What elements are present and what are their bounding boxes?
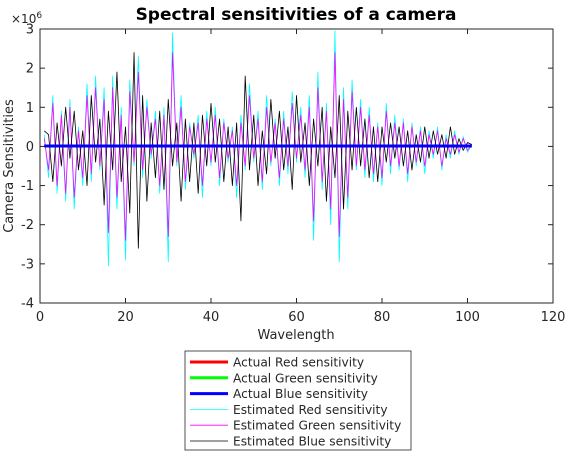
x-tick-label: 60 [288,310,305,325]
y-tick-label: 3 [26,23,34,38]
series-line-5 [43,52,473,241]
legend-label: Estimated Red sensitivity [233,403,388,417]
legend-entry: Estimated Red sensitivity [190,403,388,417]
legend-label: Estimated Green sensitivity [233,419,401,433]
legend-label: Actual Red sensitivity [233,356,364,370]
x-tick-label: 20 [117,310,134,325]
x-axis-ticks: 0 20 40 60 80 100 120 [36,29,566,325]
legend-label: Estimated Blue sensitivity [233,435,391,449]
legend-entry: Actual Green sensitivity [190,371,378,385]
y-exponent-label: ×106 [11,11,42,26]
x-tick-label: 80 [374,310,391,325]
legend-box [184,350,412,451]
y-exponent-power: 6 [36,11,42,21]
y-tick-label: -4 [21,297,34,312]
y-tick-label: 0 [26,140,34,155]
plot-area [40,29,553,303]
x-tick-label: 100 [455,310,480,325]
y-tick-label: 1 [26,101,34,116]
y-axis-label: Camera Sensitivities [2,99,17,233]
legend-entry: Actual Red sensitivity [190,356,364,370]
x-tick-label: 40 [203,310,220,325]
x-axis-label: Wavelength [257,328,334,343]
y-tick-label: -1 [21,179,34,194]
y-axis-ticks: -4 -3 -2 -1 0 1 2 3 [21,23,553,312]
y-tick-label: -3 [21,257,34,272]
legend-entry: Estimated Green sensitivity [190,419,401,433]
chart-title: Spectral sensitivities of a camera [136,5,457,25]
legend-entry: Estimated Blue sensitivity [190,435,391,449]
x-tick-label: 0 [36,310,44,325]
legend-entry: Actual Blue sensitivity [190,387,368,401]
y-tick-label: 2 [26,62,34,77]
series-layer [43,30,473,267]
legend-label: Actual Blue sensitivity [233,387,368,401]
series-line-6 [43,52,472,249]
legend-label: Actual Green sensitivity [233,371,378,385]
y-tick-label: -2 [21,218,34,233]
x-tick-label: 120 [541,310,566,325]
